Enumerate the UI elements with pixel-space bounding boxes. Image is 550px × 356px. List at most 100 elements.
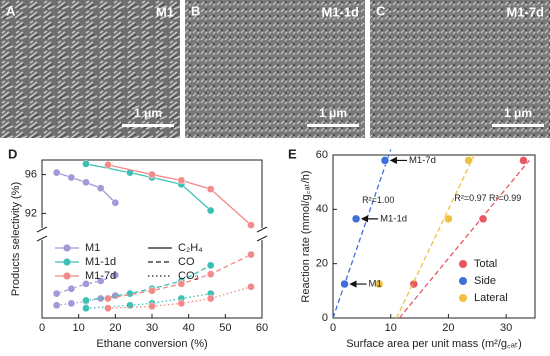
data-point [52,168,61,177]
legend-label: M1-7d [85,270,116,282]
panel-label: C [376,3,386,18]
panel-label: A [6,3,16,18]
scale-bar-label: 1 μm [504,106,532,120]
data-point [177,299,186,308]
sample-label: M1-1d [321,4,359,19]
fit-line [398,160,530,319]
panel-label: E [288,146,297,161]
data-point [111,271,120,279]
data-point [148,286,156,295]
legend-marker [63,272,71,280]
data-point [148,170,156,179]
data-point [206,206,215,215]
data-point [247,250,255,259]
data-point [82,280,90,288]
fit-label: R²=1.00 [362,195,394,205]
fit-line [395,154,475,319]
point-label: M1-1d [380,213,407,224]
legend-marker [63,258,71,266]
legend-label: Side [474,275,496,287]
y-tick-label: 40 [316,203,328,215]
legend-label: M1-1d [85,256,116,268]
axis-frame-upper [41,159,263,228]
fit-line [332,149,392,319]
data-point [444,214,453,224]
x-tick-label: 20 [109,322,121,334]
x-tick-label: 60 [256,322,268,334]
data-point [82,178,90,187]
sample-label: M1 [156,4,174,19]
y-axis-label: Reaction rate (mmol/g꜀ₐₜ/h) [300,170,312,302]
data-point [177,280,186,288]
x-tick-label: 0 [39,322,45,334]
legend-label: CO₂ [178,270,199,282]
data-point [126,168,134,177]
legend-label: M1 [85,242,100,254]
x-tick-label: 40 [183,322,195,334]
series-line [56,172,116,204]
x-tick-label: 10 [385,322,397,334]
legend-label: CO [178,256,195,268]
point-label: M1-7d [409,155,436,166]
data-point [380,156,390,165]
data-point [96,184,105,193]
panel-label: D [8,146,17,161]
axis-frame [332,154,536,319]
fit-label: R²=0.99 [489,193,521,203]
sem-image [0,0,180,138]
data-point [206,261,215,270]
scale-bar [307,124,359,127]
data-point [96,277,105,285]
data-point [67,299,76,308]
sample-label: M1-7d [506,4,544,19]
data-point [111,198,120,207]
series-line [85,292,211,309]
scale-bar [492,124,544,127]
y-tick-label: 96 [25,168,37,180]
y-tick-label: 20 [316,258,328,270]
legend-label: C₂H₄ [178,242,203,254]
data-point [148,302,156,311]
chart-d: D 0 10 20 30 40 50 60 92 96 Ethane conversion (%) P… [8,146,268,349]
axis-break [36,226,48,242]
data-point [126,301,134,310]
legend-label: Lateral [474,292,508,304]
legend-marker [459,294,467,302]
point-label: M1 [369,279,382,290]
x-tick-label: 0 [330,322,336,334]
x-tick-label: 30 [146,322,158,334]
sem-image [370,0,550,138]
y-tick-label: 60 [316,149,328,161]
data-point [206,294,215,303]
series-line [56,274,116,295]
data-point [478,214,488,224]
data-point [464,156,473,165]
scale-bar [122,124,174,127]
x-axis-label: Ethane conversion (%) [96,338,207,350]
data-point [519,156,528,165]
x-tick-label: 20 [442,322,454,334]
x-axis-label: Surface area per unit mass (m²/g꜀ₐₜ) [346,338,522,350]
data-point [52,301,61,310]
data-point [67,284,76,293]
legend-marker [63,244,71,252]
scale-bar-label: 1 μm [134,106,162,120]
data-point [104,304,112,313]
data-point [340,279,349,289]
panel-label: B [191,3,200,18]
data-point [52,289,61,298]
data-point [82,160,90,168]
data-point [104,294,112,303]
sem-image [185,0,365,138]
series-line [85,163,212,211]
data-point [351,214,361,224]
data-point [247,221,255,229]
data-point [67,173,76,182]
x-tick-label: 50 [219,322,231,334]
legend-label: Total [474,258,497,270]
x-tick-label: 10 [73,322,85,334]
data-point [206,270,215,278]
data-point [104,161,112,169]
y-tick-label: 92 [25,207,37,219]
